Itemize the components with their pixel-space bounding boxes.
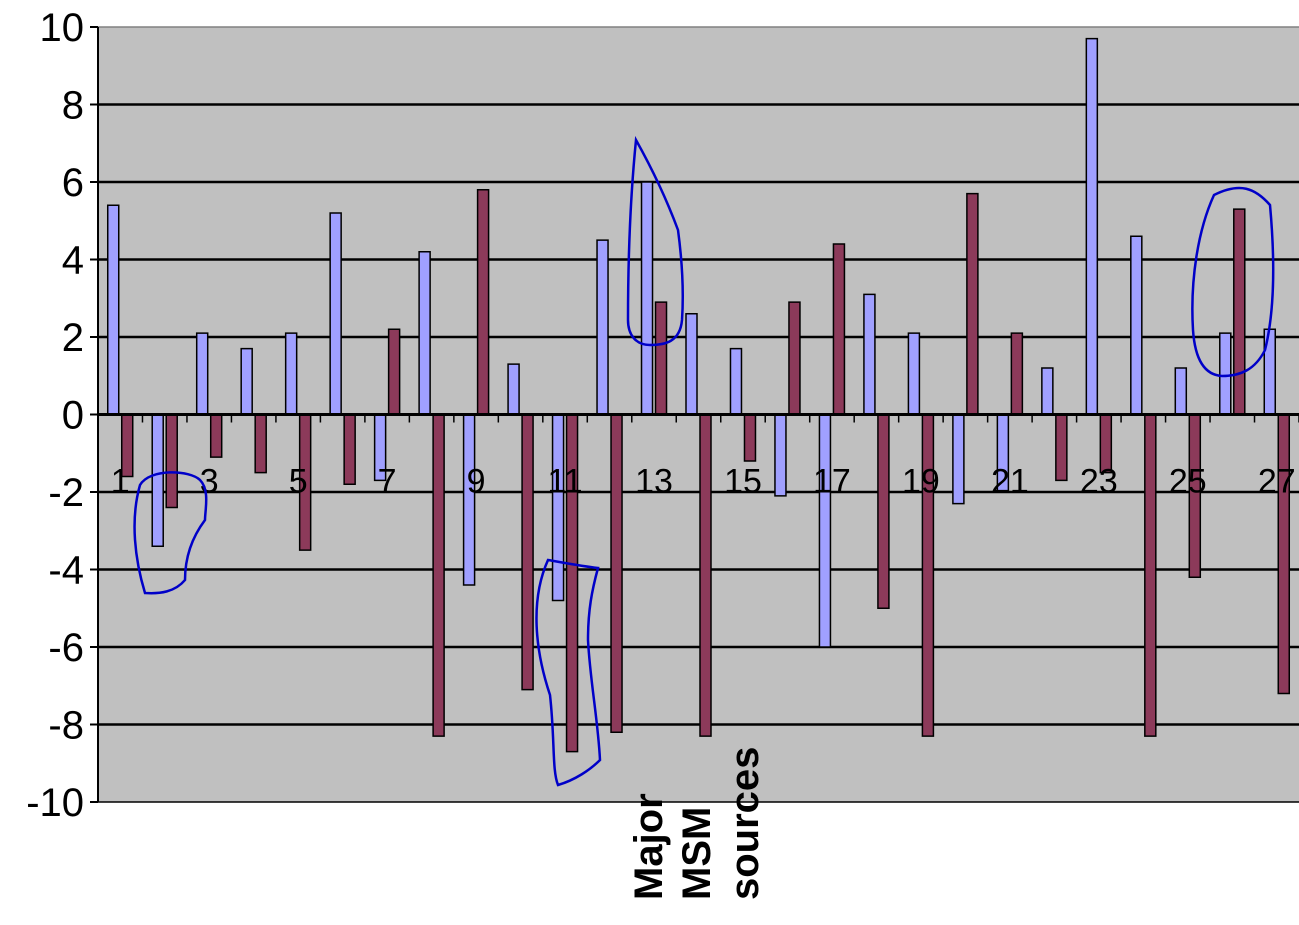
bar (165, 413, 178, 509)
x-tick-label: 7 (378, 463, 397, 501)
bar (966, 192, 979, 416)
x-tick-label: 21 (991, 463, 1029, 501)
bar (418, 251, 431, 416)
bar (1174, 367, 1188, 416)
bar (818, 413, 832, 648)
y-tick-label: -8 (48, 704, 84, 748)
bar (521, 413, 534, 691)
x-axis-title-line: Major (627, 793, 671, 900)
bar (387, 328, 401, 416)
y-tick-label: 10 (40, 6, 85, 50)
y-axis-ticks: -10 -8 -6 -4 -2 0 2 4 6 8 10 (26, 6, 98, 825)
x-tick-label: 11 (547, 463, 582, 501)
bar (729, 347, 743, 416)
bar (832, 243, 846, 416)
x-tick-label: 25 (1169, 463, 1207, 501)
bar (685, 313, 698, 416)
bar (774, 413, 787, 497)
bar (1055, 413, 1068, 482)
annotation-loop (535, 558, 602, 787)
bar (432, 413, 445, 737)
y-tick-label: 0 (62, 394, 84, 438)
bar (952, 413, 965, 505)
y-tick-label: -2 (48, 471, 84, 515)
x-tick-label: 23 (1080, 463, 1118, 501)
bar (343, 413, 356, 485)
bar (1010, 332, 1024, 416)
bar (195, 332, 209, 416)
bar (106, 204, 120, 416)
bar (209, 413, 223, 458)
bar (654, 301, 668, 416)
bar (151, 413, 164, 547)
bar (699, 413, 712, 737)
x-tick-label: 27 (1258, 463, 1296, 501)
hand-drawn-annotations (133, 135, 1275, 787)
x-axis-ticks: 1 3 5 7 9 11 13 15 17 19 21 23 25 27 (111, 463, 1296, 501)
bar (284, 332, 298, 416)
bar (1219, 332, 1232, 416)
y-tick-label: -10 (26, 781, 84, 825)
bar (1041, 367, 1054, 416)
bar (551, 413, 565, 602)
bar (476, 189, 490, 416)
y-tick-label: -4 (48, 549, 84, 593)
x-tick-label: 15 (724, 463, 762, 501)
bar (877, 413, 890, 609)
bar (1085, 37, 1099, 416)
annotation-loop (1191, 186, 1275, 378)
bar (329, 212, 342, 416)
y-tick-label: -6 (48, 626, 84, 670)
x-axis-title-line: sources (723, 747, 767, 900)
bar (1130, 235, 1143, 416)
bar (1144, 413, 1157, 737)
x-tick-label: 5 (289, 463, 308, 501)
bar (1233, 208, 1246, 416)
bar (596, 239, 609, 416)
x-tick-label: 1 (111, 463, 130, 501)
annotation-loop (626, 135, 685, 347)
bar (240, 347, 253, 416)
bar (507, 363, 520, 416)
x-tick-label: 9 (467, 463, 486, 501)
gridlines (98, 26, 1299, 726)
x-tick-label: 19 (902, 463, 940, 501)
bar (254, 413, 267, 474)
x-tick-label: 13 (635, 463, 673, 501)
bar (610, 413, 623, 733)
y-tick-label: 4 (62, 239, 84, 283)
bar (863, 293, 876, 416)
y-tick-label: 2 (62, 316, 84, 360)
x-axis-title: Major MSM sources (627, 747, 767, 900)
bar (743, 413, 757, 462)
annotation-loop (133, 471, 208, 595)
x-tick-label: 17 (813, 463, 851, 501)
bar (907, 332, 921, 416)
y-tick-label: 6 (62, 161, 84, 205)
bar (788, 301, 801, 416)
x-axis-title-line: MSM (675, 807, 719, 900)
bar (1277, 413, 1291, 695)
bar (640, 181, 654, 416)
y-tick-label: 8 (62, 84, 84, 128)
